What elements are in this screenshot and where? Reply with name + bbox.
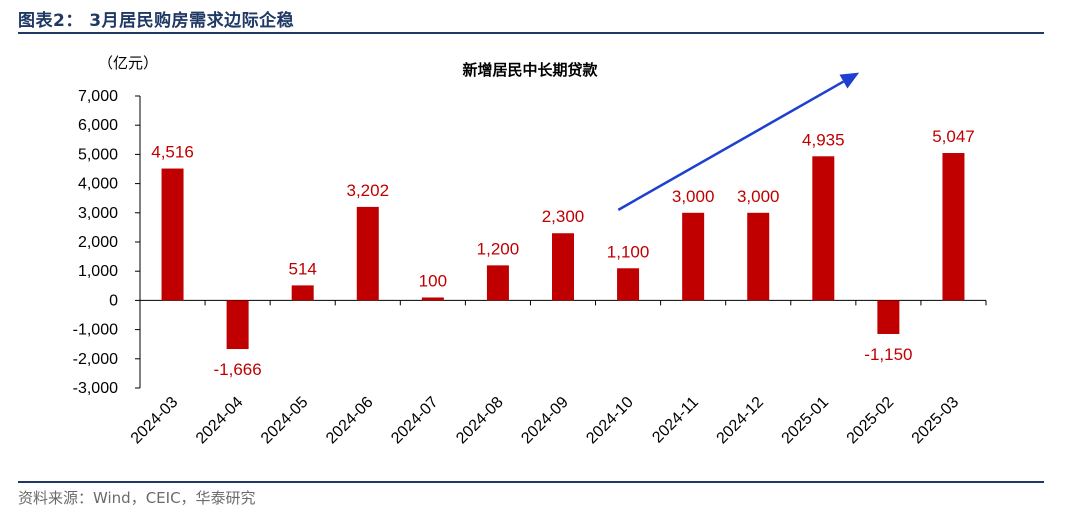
y-tick-label: -2,000 [73,351,118,368]
data-label-2024-09: 2,300 [542,207,585,226]
bar-2024-09 [552,233,574,301]
bars [161,153,965,350]
bar-2024-12 [747,212,770,301]
chart-title: 新增居民中长期贷款 [462,61,598,79]
y-tick-label: 5,000 [78,146,118,163]
data-label-2024-10: 1,100 [607,242,650,261]
data-label-2024-04: -1,666 [214,360,262,379]
source-note: 资料来源：Wind，CEIC，华泰研究 [18,489,256,507]
data-label-2024-03: 4,516 [151,143,194,162]
bar-2025-02 [877,300,900,334]
y-tick-label: 3,000 [78,205,118,222]
x-tick-label: 2024-06 [323,394,377,448]
y-tick-label: 2,000 [78,234,118,251]
x-tick-label: 2024-09 [518,394,572,448]
bar-2024-11 [682,212,705,301]
data-label-2024-12: 3,000 [737,187,780,206]
bar-2024-08 [486,265,509,301]
x-tick-label: 2025-03 [909,394,963,448]
bottom-divider [18,481,1044,483]
data-label-2024-07: 100 [419,271,447,290]
data-labels: 4,516 -1,666 514 3,202 100 1,200 2,300 1,100 3,0… [151,127,974,379]
bar-2024-06 [356,206,379,301]
bar-2024-10 [617,268,640,301]
bar-2024-07 [421,297,444,301]
y-tick-label: 1,000 [78,263,118,280]
x-tick-label: 2025-02 [844,394,898,448]
data-label-2024-05: 514 [289,259,317,278]
data-label-2025-02: -1,150 [864,345,912,364]
data-label-2024-08: 1,200 [477,239,520,258]
bar-2024-05 [291,285,314,301]
y-tick-label: -1,000 [73,322,118,339]
x-tick-label: 2025-01 [779,394,833,448]
x-tick-label: 2024-08 [453,394,507,448]
figure-title: 图表2： 3月居民购房需求边际企稳 [18,11,295,31]
trend-arrow-head [839,72,860,89]
y-tick-label: 6,000 [78,117,118,134]
bar-2024-03 [161,168,184,301]
x-tick-label: 2024-12 [714,394,768,448]
y-tick-label: 4,000 [78,176,118,193]
data-label-2024-06: 3,202 [346,181,389,200]
y-tick-label: -3,000 [73,380,118,397]
y-tick-label: 7,000 [78,88,118,105]
x-tick-label: 2024-05 [258,394,312,448]
data-label-2024-11: 3,000 [672,187,715,206]
y-axis: 7,000 6,000 5,000 4,000 3,000 2,000 1,000 0 -1,0… [73,88,141,397]
x-tick-label: 2024-10 [583,394,637,448]
x-tick-label: 2024-04 [193,394,247,448]
trend-arrow [617,72,860,211]
data-label-2025-03: 5,047 [932,127,975,146]
x-tick-label: 2024-03 [128,394,182,448]
x-tick-label: 2024-11 [649,394,702,447]
trend-arrow-line [617,80,845,211]
bar-2025-03 [942,153,965,301]
bar-2025-01 [812,156,835,301]
bar-2024-04 [226,300,249,350]
data-label-2025-01: 4,935 [802,130,845,149]
y-tick-label: 0 [109,292,118,309]
y-unit-label: （亿元） [98,55,158,72]
top-divider [18,32,1044,34]
x-tick-label: 2024-07 [388,394,442,448]
